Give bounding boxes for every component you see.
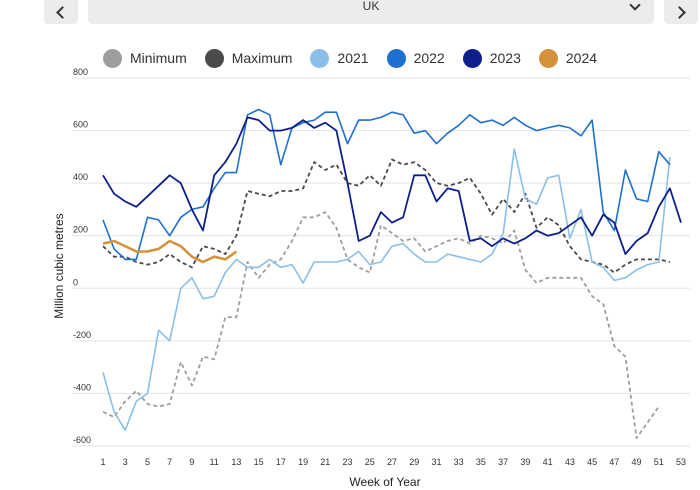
x-tick-label: 49 <box>632 457 642 467</box>
region-dropdown-value: UK <box>362 0 380 13</box>
x-tick-label: 43 <box>565 457 575 467</box>
legend-swatch <box>538 48 558 68</box>
x-tick-label: 33 <box>454 457 464 467</box>
series-line-2021 <box>102 148 671 432</box>
x-tick-label: 7 <box>167 457 172 467</box>
y-tick-label: 600 <box>73 120 88 130</box>
x-tick-label: 31 <box>431 457 441 467</box>
y-axis-title: Million cubic metres <box>52 213 66 318</box>
x-tick-label: 25 <box>365 457 375 467</box>
legend-item-maximum[interactable]: Maximum <box>204 48 293 68</box>
y-tick-label: -600 <box>73 435 91 445</box>
x-tick-label: 39 <box>520 457 530 467</box>
x-tick-label: 23 <box>343 457 353 467</box>
x-tick-label: 41 <box>543 457 553 467</box>
legend-label: 2023 <box>489 50 521 66</box>
y-tick-label: 200 <box>73 225 88 235</box>
legend-item-2022[interactable]: 2022 <box>386 48 445 68</box>
y-tick-label: 0 <box>73 277 78 287</box>
legend-label: Minimum <box>129 50 187 66</box>
next-region-button[interactable] <box>664 0 698 24</box>
x-tick-label: 45 <box>587 457 597 467</box>
legend-swatch <box>310 48 330 68</box>
legend-item-2021[interactable]: 2021 <box>310 48 369 68</box>
series-line-2024 <box>102 239 238 264</box>
legend-item-2024[interactable]: 2024 <box>538 48 598 68</box>
x-tick-label: 11 <box>209 457 218 467</box>
legend-label: 2024 <box>565 50 598 66</box>
x-tick-label: 9 <box>189 457 194 467</box>
legend-swatch <box>386 48 406 68</box>
x-tick-label: 47 <box>609 457 619 467</box>
x-tick-label: 21 <box>320 457 330 467</box>
legend-item-minimum[interactable]: Minimum <box>102 48 187 68</box>
x-tick-label: 17 <box>276 457 286 467</box>
x-tick-label: 51 <box>654 457 664 467</box>
x-tick-label: 19 <box>298 457 308 467</box>
previous-region-button[interactable] <box>44 0 78 24</box>
x-tick-label: 15 <box>254 457 264 467</box>
x-tick-label: 53 <box>676 457 686 467</box>
x-tick-label: 1 <box>100 457 105 467</box>
x-tick-label: 13 <box>231 457 241 467</box>
x-tick-label: 27 <box>387 457 397 467</box>
series-line-2023 <box>102 116 682 256</box>
series-line-2022 <box>102 108 671 261</box>
legend-swatch <box>204 48 224 68</box>
x-axis-title: Week of Year <box>349 475 420 489</box>
legend-label: 2021 <box>337 50 369 66</box>
y-tick-label: 800 <box>73 67 88 77</box>
region-dropdown[interactable]: UK <box>88 0 654 24</box>
series-line-minimum <box>102 211 660 440</box>
chart-legend: Minimum Maximum 2021 2022 2023 2024 <box>0 44 700 72</box>
x-tick-label: 5 <box>145 457 150 467</box>
legend-item-2023[interactable]: 2023 <box>462 48 521 68</box>
y-tick-label: 400 <box>73 172 88 182</box>
legend-label: 2022 <box>413 50 445 66</box>
x-tick-label: 29 <box>409 457 419 467</box>
series-line-maximum <box>102 158 671 274</box>
top-bar: UK <box>0 0 700 26</box>
y-tick-label: -400 <box>73 382 91 392</box>
x-tick-label: 37 <box>498 457 508 467</box>
legend-swatch <box>102 48 122 68</box>
y-tick-label: -200 <box>73 330 91 340</box>
x-tick-label: 3 <box>123 457 128 467</box>
x-tick-label: 35 <box>476 457 486 467</box>
legend-label: Maximum <box>231 50 293 66</box>
legend-swatch <box>462 48 482 68</box>
